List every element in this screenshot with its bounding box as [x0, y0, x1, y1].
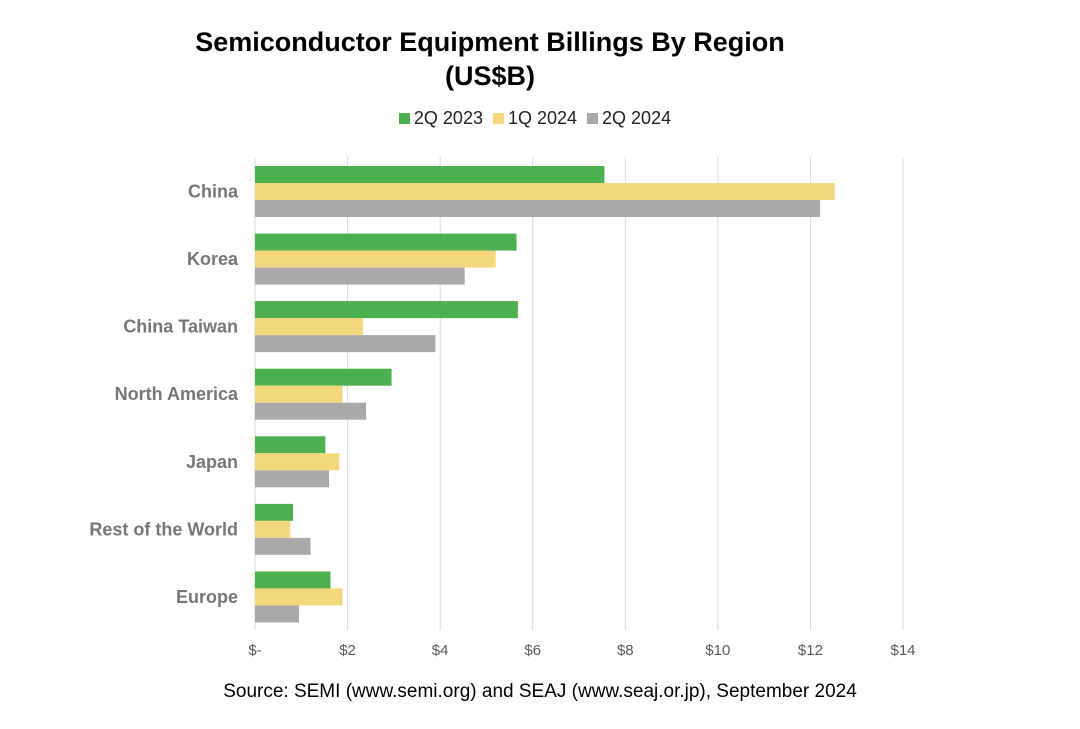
bar: [255, 605, 299, 623]
legend-label-2q2023: 2Q 2023: [413, 108, 483, 128]
legend-swatch-2q2023: [398, 113, 410, 124]
bar: [255, 537, 311, 555]
bar: [255, 368, 392, 386]
x-tick-label: $14: [890, 642, 915, 659]
bar: [255, 503, 293, 521]
legend-item-2q2023: 2Q 2023: [398, 108, 483, 129]
bar: [255, 436, 326, 454]
legend-label-1q2024: 1Q 2024: [507, 108, 578, 128]
category-label: Europe: [176, 587, 238, 607]
x-tick-label: $8: [617, 642, 634, 659]
chart-subtitle: (US$B): [444, 61, 535, 91]
bar: [255, 470, 330, 488]
legend-label-2q2024: 2Q 2024: [602, 108, 672, 128]
category-label: North America: [115, 384, 239, 404]
category-label: China Taiwan: [123, 317, 238, 337]
bar: [255, 588, 343, 606]
bar: [255, 318, 363, 336]
x-tick-label: $6: [524, 642, 541, 659]
chart-title: Semiconductor Equipment Billings By Regi…: [195, 27, 785, 57]
bar: [255, 453, 340, 471]
source-note: Source: SEMI (www.semi.org) and SEAJ (ww…: [223, 681, 857, 702]
bar: [255, 571, 331, 589]
legend-swatch-2q2024: [587, 113, 599, 124]
x-tick-label: $-: [248, 642, 261, 659]
bar: [255, 267, 465, 285]
legend-swatch-1q2024: [492, 113, 504, 124]
category-label: Rest of the World: [89, 519, 238, 539]
legend-item-2q2024: 2Q 2024: [587, 108, 671, 129]
category-label: Japan: [186, 452, 238, 472]
category-label: Korea: [187, 249, 239, 269]
bar: [255, 233, 517, 251]
bar: [255, 166, 605, 183]
bar: [255, 250, 496, 268]
x-tick-label: $4: [432, 642, 449, 659]
bar: [255, 183, 835, 200]
bar: [255, 335, 436, 353]
category-label: China: [188, 182, 239, 202]
bar: [255, 402, 367, 420]
bar: [255, 301, 518, 319]
bar: [255, 385, 343, 403]
legend-item-1q2024: 1Q 2024: [492, 108, 578, 129]
bar: [255, 520, 291, 538]
legend: 2Q 2023 1Q 2024 2Q 2024: [0, 108, 1080, 129]
x-tick-label: $10: [705, 642, 730, 659]
x-tick-label: $12: [798, 642, 823, 659]
bar: [255, 200, 821, 217]
x-tick-label: $2: [339, 642, 356, 659]
